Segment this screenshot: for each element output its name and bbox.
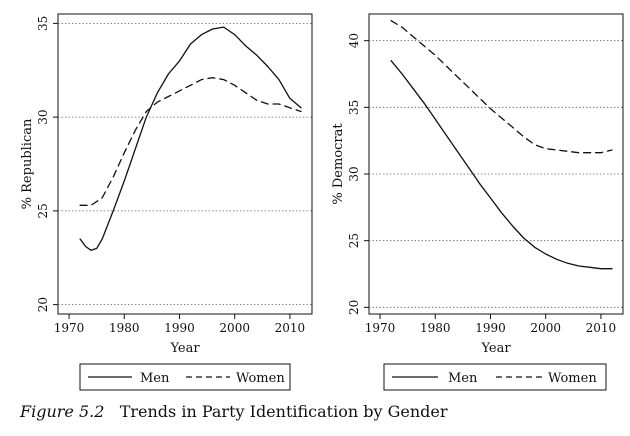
- y-axis-label-right: % Democrat: [331, 123, 346, 205]
- series-line-women-right: [390, 20, 613, 154]
- legend-label-women-left: Women: [236, 371, 285, 386]
- x-axis-label-left: Year: [169, 341, 200, 356]
- grid-right: [369, 40, 623, 308]
- y-tick-label-right-30: 30: [347, 166, 361, 181]
- y-tick-label-left-35: 35: [36, 16, 50, 31]
- y-ticks-right: 20 25 30 35 40: [347, 33, 369, 315]
- x-tick-label-left-1990: 1990: [164, 321, 195, 335]
- chart-right-democrat: 1970 1980 1990 2000 2010 20 25 30 35 40 Year % D…: [331, 13, 624, 391]
- y-tick-label-right-20: 20: [347, 300, 361, 315]
- legend-left: Men Women: [79, 363, 291, 391]
- figure-caption: Figure 5.2 Trends in Party Identificatio…: [20, 402, 448, 421]
- y-tick-label-left-25: 25: [36, 203, 50, 218]
- series-line-women-left: [79, 77, 302, 206]
- plot-frame-left: [57, 13, 313, 315]
- x-tick-label-right-2000: 2000: [530, 321, 561, 335]
- x-tick-label-left-2000: 2000: [219, 321, 250, 335]
- x-tick-label-left-2010: 2010: [275, 321, 306, 335]
- series-line-men-left: [79, 26, 302, 251]
- chart-left-republican: 1970 1980 1990 2000 2010 20 25 30 35 Year % Rep…: [20, 13, 313, 391]
- legend-label-men-right: Men: [448, 371, 478, 386]
- y-tick-label-left-30: 30: [36, 109, 50, 124]
- series-left: [79, 26, 302, 251]
- x-tick-label-left-1970: 1970: [54, 321, 85, 335]
- series-right: [390, 20, 613, 270]
- x-tick-label-right-1970: 1970: [365, 321, 396, 335]
- figure-caption-text: Trends in Party Identification by Gender: [119, 402, 448, 421]
- y-tick-label-left-20: 20: [36, 297, 50, 312]
- y-tick-label-right-35: 35: [347, 100, 361, 115]
- y-tick-label-right-25: 25: [347, 233, 361, 248]
- legend-label-women-right: Women: [548, 371, 597, 386]
- plot-frame-right: [368, 13, 624, 315]
- x-axis-label-right: Year: [480, 341, 511, 356]
- x-tick-label-right-2010: 2010: [586, 321, 617, 335]
- y-ticks-left: 20 25 30 35: [36, 16, 58, 312]
- y-tick-label-right-40: 40: [347, 33, 361, 48]
- legend-box-left: [79, 363, 291, 391]
- x-ticks-left: 1970 1980 1990 2000 2010: [54, 314, 305, 335]
- series-line-men-right: [390, 60, 613, 270]
- y-axis-label-left: % Republican: [20, 118, 35, 209]
- grid-left: [58, 22, 312, 306]
- x-tick-label-right-1980: 1980: [420, 321, 451, 335]
- x-tick-label-right-1990: 1990: [475, 321, 506, 335]
- legend-right: Men Women: [383, 363, 607, 391]
- x-ticks-right: 1970 1980 1990 2000 2010: [365, 314, 616, 335]
- figure-number: Figure 5.2: [20, 402, 105, 421]
- legend-label-men-left: Men: [140, 371, 170, 386]
- legend-box-right: [383, 363, 607, 391]
- x-tick-label-left-1980: 1980: [109, 321, 140, 335]
